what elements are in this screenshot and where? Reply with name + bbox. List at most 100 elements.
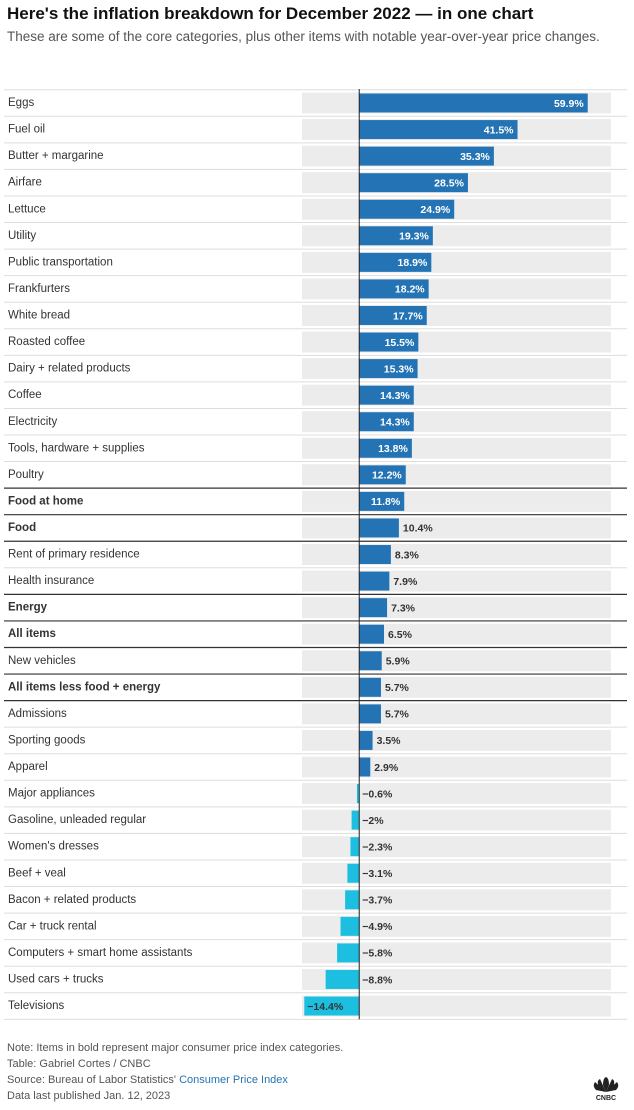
- row-background: [302, 862, 611, 884]
- bar: [359, 332, 419, 352]
- value-label: 18.9%: [398, 257, 428, 269]
- value-label: −14.4%: [307, 1001, 344, 1013]
- source-text: Source: Bureau of Labor Statistics': [7, 1074, 180, 1086]
- category-label: All items less food + energy: [8, 681, 161, 693]
- chart-title: Here's the inflation breakdown for Decem…: [7, 4, 534, 23]
- bar: [345, 890, 360, 910]
- value-label: 6.5%: [388, 629, 413, 641]
- row-background: [302, 384, 611, 406]
- category-label: Admissions: [8, 708, 67, 720]
- row-background: [302, 889, 611, 911]
- value-label: 10.4%: [403, 523, 433, 535]
- bar: [359, 438, 412, 458]
- bar: [351, 810, 360, 830]
- bar: [359, 173, 468, 193]
- chart-subtitle: These are some of the core categories, p…: [7, 29, 600, 44]
- bar: [359, 120, 518, 140]
- row-background: [302, 570, 611, 592]
- bar: [359, 545, 391, 565]
- value-label: 5.7%: [385, 709, 410, 721]
- value-label: 13.8%: [378, 443, 408, 455]
- bar: [359, 359, 418, 379]
- bar: [359, 93, 588, 113]
- value-label: 18.2%: [395, 284, 425, 296]
- row-background: [302, 358, 611, 380]
- value-label: −4.9%: [362, 921, 393, 933]
- value-label: 5.7%: [385, 682, 410, 694]
- source: Source: Bureau of Labor Statistics' Cons…: [7, 1072, 343, 1088]
- value-label: −0.6%: [362, 788, 393, 800]
- value-label: 8.3%: [395, 549, 420, 561]
- bar: [359, 730, 373, 750]
- category-label: Dairy + related products: [8, 363, 131, 375]
- bar: [359, 518, 399, 538]
- value-label: 28.5%: [434, 177, 464, 189]
- bar: [347, 863, 360, 883]
- category-label: Used cars + trucks: [8, 974, 104, 986]
- category-label: Food at home: [8, 495, 83, 507]
- category-label: White bread: [8, 310, 70, 322]
- value-label: 7.9%: [393, 576, 418, 588]
- value-label: 5.9%: [386, 656, 411, 668]
- row-background: [302, 756, 611, 778]
- row-background: [302, 517, 611, 539]
- bar: [359, 571, 390, 591]
- bar: [359, 279, 429, 299]
- category-label: Health insurance: [8, 575, 94, 587]
- credit: Table: Gabriel Cortes / CNBC: [7, 1058, 151, 1070]
- logo-text: CNBC: [596, 1095, 616, 1102]
- value-label: −5.8%: [362, 948, 393, 960]
- value-label: −2%: [362, 815, 384, 827]
- bar: [359, 491, 405, 511]
- category-label: Major appliances: [8, 788, 95, 800]
- row-background: [302, 225, 611, 247]
- bar: [359, 146, 494, 166]
- category-label: Televisions: [8, 1000, 64, 1012]
- category-label: Sporting goods: [8, 734, 86, 746]
- value-label: −8.8%: [362, 974, 393, 986]
- row-background: [302, 597, 611, 619]
- value-label: −2.3%: [362, 841, 393, 853]
- category-label: Utility: [8, 230, 36, 242]
- header: Here's the inflation breakdown for Decem…: [7, 4, 627, 46]
- category-label: Eggs: [8, 97, 34, 109]
- category-label: Public transportation: [8, 256, 113, 268]
- row-background: [302, 544, 611, 566]
- value-label: 11.8%: [371, 496, 401, 508]
- row-background: [302, 437, 611, 459]
- value-label: 15.5%: [385, 337, 415, 349]
- row-background: [302, 623, 611, 645]
- category-label: Poultry: [8, 469, 44, 481]
- value-label: 24.9%: [420, 204, 450, 216]
- row-background: [302, 783, 611, 805]
- category-label: Rent of primary residence: [8, 549, 140, 561]
- bar: [337, 943, 360, 963]
- bar: [356, 784, 360, 804]
- logo: CNBC: [593, 1077, 619, 1102]
- category-label: Food: [8, 522, 36, 534]
- bar: [359, 305, 427, 325]
- bar: [359, 757, 371, 777]
- category-label: Gasoline, unleaded regular: [8, 814, 146, 826]
- value-label: 15.3%: [384, 363, 414, 375]
- footer: Note: Items in bold represent major cons…: [7, 1040, 343, 1104]
- row-background: [302, 490, 611, 512]
- value-label: 17.7%: [393, 310, 423, 322]
- category-label: New vehicles: [8, 655, 76, 667]
- row-background: [302, 411, 611, 433]
- category-label: Computers + smart home assistants: [8, 947, 193, 959]
- row-background: [302, 251, 611, 273]
- value-label: 3.5%: [377, 735, 402, 747]
- row-background: [302, 650, 611, 672]
- source-link[interactable]: Consumer Price Index: [179, 1074, 288, 1086]
- value-label: 14.3%: [380, 390, 410, 402]
- row-background: [302, 809, 611, 831]
- value-label: 12.2%: [372, 470, 402, 482]
- published: Data last published Jan. 12, 2023: [7, 1090, 171, 1102]
- bar: [359, 598, 388, 618]
- category-label: Airfare: [8, 177, 42, 189]
- row-background: [302, 464, 611, 486]
- row-background: [302, 676, 611, 698]
- bar: [359, 226, 433, 246]
- bar: [359, 624, 385, 644]
